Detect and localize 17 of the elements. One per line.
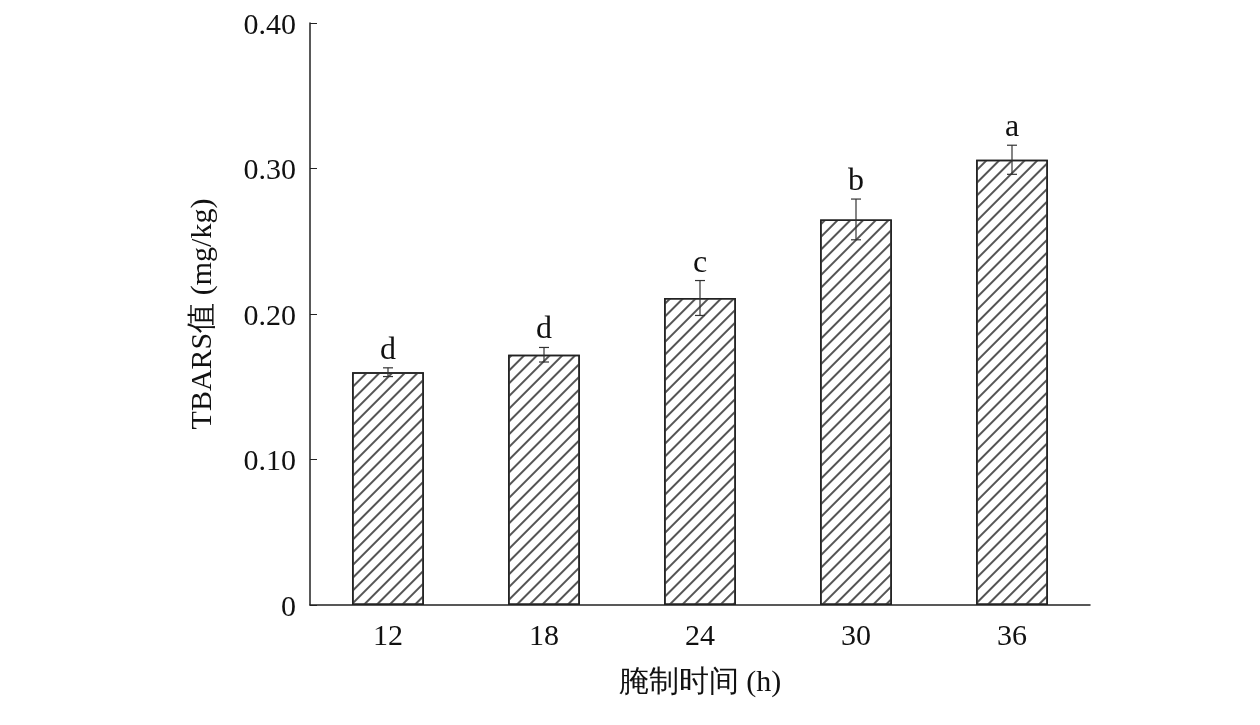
annotation: c [692, 242, 708, 279]
y-tick-label: 0 [281, 588, 296, 622]
x-tick-label: 36 [997, 617, 1027, 651]
x-tick-label: 30 [841, 617, 871, 651]
y-tick-label: 0.20 [243, 297, 296, 331]
x-tick-label: 24 [685, 617, 715, 651]
y-tick-label: 0.30 [243, 152, 296, 185]
x-tick-label: 18 [529, 617, 559, 651]
x-tick-label: 12 [373, 617, 403, 651]
annotation: d [380, 329, 396, 366]
annotation: d [536, 309, 552, 346]
y-tick-label: 0.10 [243, 443, 296, 476]
annotation: b [848, 161, 864, 198]
annotation: a [1004, 107, 1020, 144]
y-axis-title: TBARS值 (mg/kg) [183, 198, 218, 430]
x-axis-title: 腌制时间 (h) [618, 663, 782, 698]
y-tick-label: 0.40 [243, 6, 296, 40]
